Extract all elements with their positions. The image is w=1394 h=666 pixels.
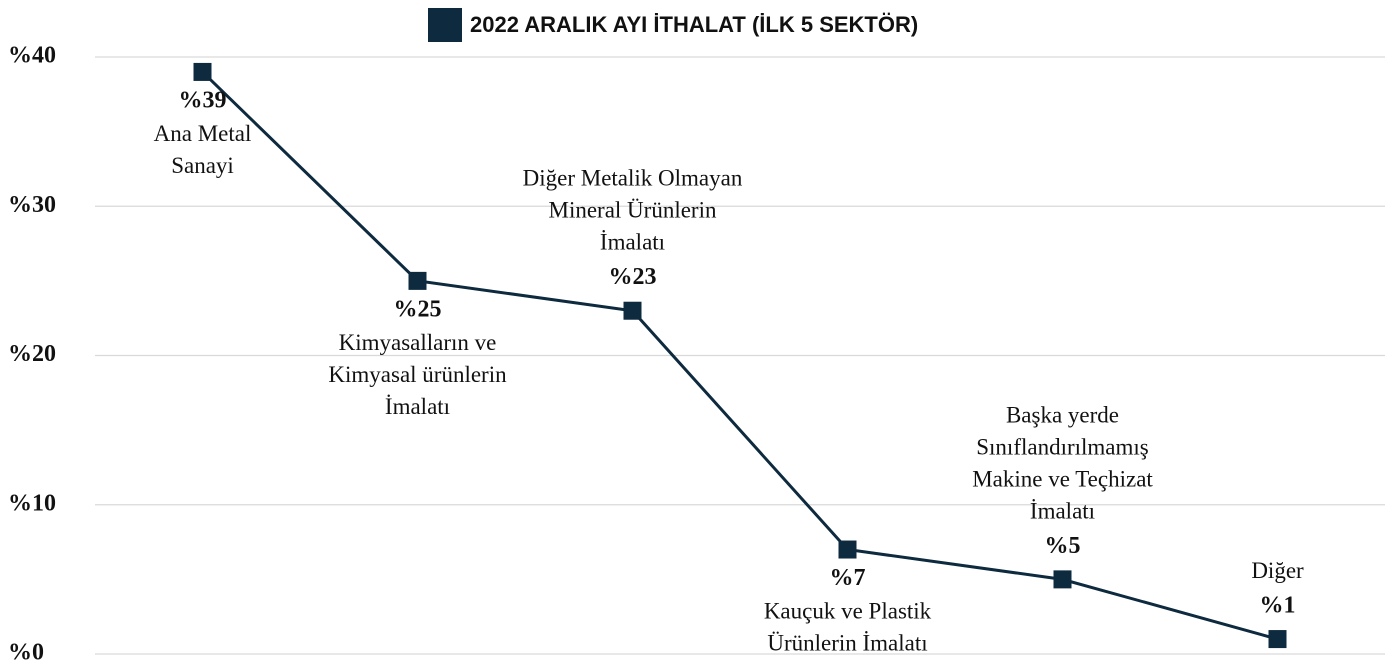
marker <box>408 271 427 290</box>
marker <box>193 62 212 81</box>
data-label: %25 <box>394 296 442 322</box>
data-label: %5 <box>1045 533 1081 559</box>
marker <box>838 540 857 559</box>
data-label: %39 <box>179 87 227 113</box>
y-tick-label: %20 <box>8 341 56 367</box>
category-label: Başka yerde Sınıflandırılmamış Makine ve T… <box>972 403 1153 524</box>
category-label: Diğer Metalik Olmayan Mineral Ürünlerin İm… <box>523 166 743 255</box>
data-label: %7 <box>830 565 866 591</box>
category-label: Kauçuk ve Plastik Ürünlerin İmalatı <box>764 599 932 656</box>
data-label: %23 <box>609 264 657 290</box>
marker <box>1268 630 1287 649</box>
category-label: Kimyasalların ve Kimyasal ürünlerin İmalat… <box>328 330 507 419</box>
marker <box>1053 570 1072 589</box>
category-label: Diğer <box>1251 558 1304 583</box>
data-label: %1 <box>1260 593 1296 619</box>
y-tick-label: %40 <box>8 43 56 69</box>
legend-swatch <box>428 8 462 42</box>
y-tick-label: %10 <box>8 490 56 516</box>
y-tick-label: %0 <box>8 640 44 666</box>
legend: 2022 ARALIK AYI İTHALAT (İLK 5 SEKTÖR) <box>428 8 918 42</box>
category-label: Ana Metal Sanayi <box>154 121 252 178</box>
marker <box>623 301 642 320</box>
legend-label: 2022 ARALIK AYI İTHALAT (İLK 5 SEKTÖR) <box>470 12 918 37</box>
line <box>201 70 1278 641</box>
y-tick-label: %30 <box>8 192 56 218</box>
